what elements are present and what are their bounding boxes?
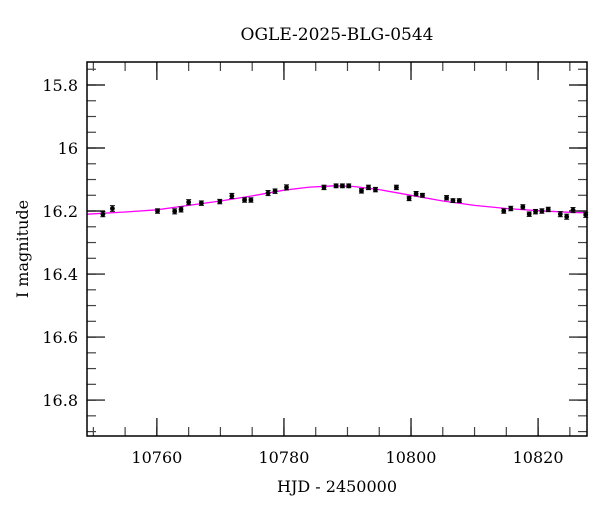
data-marker — [545, 207, 551, 212]
data-point — [265, 190, 271, 197]
data-point — [413, 190, 419, 197]
y-tick-label: 16.2 — [42, 202, 78, 221]
data-point — [450, 198, 456, 204]
data-marker — [198, 200, 204, 206]
data-marker — [346, 183, 352, 189]
y-tick-label: 16.8 — [42, 391, 78, 410]
data-marker — [110, 206, 115, 211]
data-marker — [450, 198, 456, 204]
data-marker — [359, 188, 364, 194]
data-marker — [564, 214, 570, 220]
data-point — [155, 208, 161, 214]
data-marker — [526, 211, 532, 217]
data-point — [248, 197, 254, 203]
data-point — [372, 186, 378, 193]
data-point — [501, 208, 507, 214]
data-marker — [570, 207, 576, 213]
data-point — [283, 184, 289, 191]
data-marker — [340, 183, 345, 189]
data-marker — [444, 195, 449, 201]
x-tick-label: 10780 — [258, 448, 309, 467]
data-point — [217, 198, 223, 205]
data-point — [508, 205, 514, 212]
data-point — [172, 208, 178, 215]
chart-title: OGLE-2025-BLG-0544 — [241, 25, 434, 45]
data-marker — [155, 208, 160, 214]
data-point — [333, 183, 339, 189]
x-tick-label: 10760 — [131, 448, 182, 467]
data-marker — [456, 198, 462, 204]
data-point — [444, 195, 450, 201]
data-point — [365, 184, 371, 191]
data-marker — [100, 211, 106, 217]
data-marker — [272, 188, 278, 194]
x-axis-label: HJD - 2450000 — [277, 477, 397, 496]
data-marker — [248, 197, 254, 203]
data-point — [100, 211, 106, 218]
data-point — [178, 206, 184, 213]
data-marker — [413, 191, 419, 197]
y-tick-label: 16.4 — [42, 265, 78, 284]
data-point — [557, 211, 563, 218]
data-marker — [520, 204, 526, 210]
data-marker — [284, 185, 289, 190]
data-point — [570, 207, 576, 214]
y-tick-label: 16 — [58, 139, 78, 158]
data-marker — [229, 193, 235, 199]
y-axis-label: I magnitude — [13, 200, 32, 298]
data-point — [406, 195, 412, 202]
data-marker — [394, 185, 399, 190]
y-tick-label: 16.6 — [42, 328, 78, 347]
data-marker — [333, 183, 339, 189]
data-point — [346, 183, 352, 189]
data-point — [526, 211, 532, 217]
data-marker — [242, 197, 247, 203]
data-marker — [186, 199, 192, 205]
data-point — [321, 184, 327, 191]
x-axis: 10760 10780 10800 10820 — [92, 62, 571, 467]
data-point — [545, 206, 551, 213]
y-tick-label: 15.8 — [42, 76, 78, 95]
data-point — [358, 188, 364, 194]
data-point — [229, 192, 235, 199]
data-marker — [366, 185, 371, 190]
data-point — [419, 192, 425, 198]
data-point — [242, 197, 248, 203]
data-point — [198, 200, 204, 206]
data-point — [456, 198, 462, 204]
data-marker — [539, 208, 545, 214]
x-tick-label: 10820 — [513, 448, 564, 467]
data-marker — [533, 209, 538, 215]
data-point — [109, 205, 115, 212]
data-marker — [172, 208, 178, 214]
data-marker — [557, 211, 563, 217]
data-marker — [501, 208, 507, 214]
data-marker — [217, 199, 223, 204]
data-marker — [373, 187, 378, 193]
data-point — [533, 208, 539, 215]
data-points — [100, 183, 589, 220]
data-marker — [420, 192, 425, 198]
data-point — [339, 183, 345, 189]
x-tick-label: 10800 — [386, 448, 437, 467]
data-marker — [406, 196, 412, 201]
data-marker — [321, 185, 327, 190]
y-axis: 15.8 16 16.2 16.4 16.6 16.8 — [42, 68, 587, 433]
data-point — [272, 188, 278, 194]
data-point — [393, 184, 399, 191]
data-point — [564, 213, 570, 220]
data-marker — [508, 206, 514, 211]
data-marker — [178, 207, 184, 212]
plot-frame — [86, 61, 588, 437]
data-point — [520, 204, 526, 210]
data-point — [186, 199, 192, 206]
data-point — [539, 208, 545, 214]
data-marker — [265, 190, 271, 196]
